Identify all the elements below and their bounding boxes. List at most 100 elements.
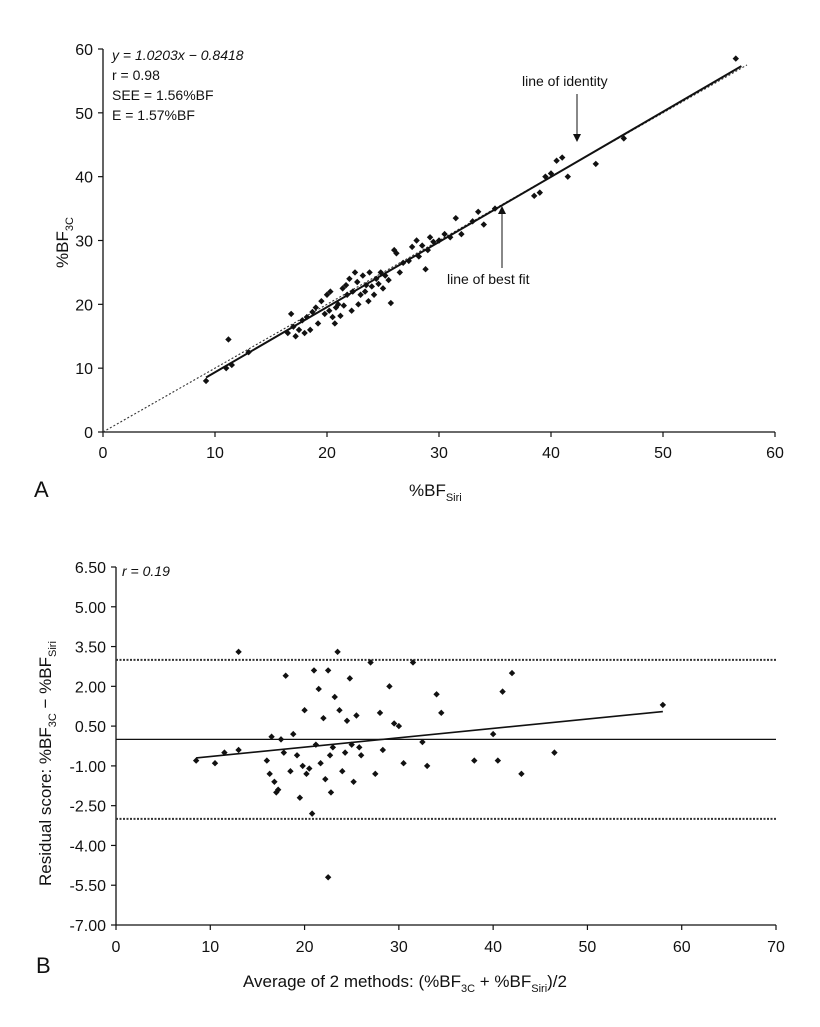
x-tick-label: 70 bbox=[767, 939, 785, 956]
data-point bbox=[422, 266, 429, 273]
data-point bbox=[306, 765, 313, 772]
data-point bbox=[326, 307, 333, 314]
data-point bbox=[235, 746, 242, 754]
e-stat: E = 1.57%BF bbox=[112, 107, 195, 123]
data-point bbox=[475, 208, 482, 215]
y-tick-label: 20 bbox=[75, 297, 93, 314]
data-point bbox=[547, 170, 555, 177]
data-point bbox=[320, 714, 327, 722]
x-tick-label: 0 bbox=[112, 939, 121, 956]
data-point bbox=[277, 736, 285, 743]
data-point bbox=[348, 307, 355, 314]
data-point bbox=[223, 364, 230, 372]
y-tick-label: 0 bbox=[84, 425, 93, 442]
data-point bbox=[551, 749, 558, 756]
data-point bbox=[353, 712, 360, 719]
y-tick-label: 60 bbox=[75, 42, 93, 59]
data-point bbox=[376, 709, 384, 717]
x-tick-label: 20 bbox=[318, 445, 336, 462]
data-point bbox=[361, 288, 369, 295]
data-point bbox=[365, 297, 372, 305]
data-point bbox=[357, 752, 365, 759]
y-axis-label: %BF3C bbox=[53, 217, 76, 268]
data-point bbox=[469, 218, 476, 225]
x-tick-label: 60 bbox=[673, 939, 691, 956]
x-tick-label: 50 bbox=[579, 939, 597, 956]
data-point bbox=[308, 810, 316, 817]
data-point bbox=[385, 276, 392, 284]
data-point bbox=[290, 323, 297, 330]
data-point bbox=[346, 675, 354, 682]
data-point bbox=[419, 738, 426, 746]
data-point bbox=[372, 770, 379, 778]
data-point bbox=[471, 757, 478, 764]
y-tick-label: -4.00 bbox=[70, 838, 107, 855]
y-tick-label: -7.00 bbox=[70, 918, 107, 935]
data-point bbox=[322, 775, 329, 783]
data-point bbox=[423, 762, 431, 770]
data-point bbox=[268, 733, 275, 740]
data-point bbox=[235, 648, 242, 656]
data-point bbox=[370, 291, 378, 298]
data-point bbox=[342, 281, 350, 289]
data-point bbox=[419, 242, 426, 249]
data-point bbox=[202, 377, 210, 385]
data-point bbox=[341, 749, 349, 756]
data-point bbox=[359, 272, 367, 279]
y-axis-label: Residual score: %BF3C − %BFSiri bbox=[36, 641, 59, 886]
data-point bbox=[340, 302, 347, 309]
data-point bbox=[329, 744, 337, 751]
x-axis-label: %BFSiri bbox=[409, 481, 462, 504]
correlation-r: r = 0.19 bbox=[122, 563, 170, 579]
identity-arrowhead bbox=[573, 134, 581, 142]
data-point bbox=[508, 669, 516, 677]
chart-panel-b: 6.50 5.00 3.50 2.00 0.50 -1.00 -2.50 -4.00 -5.50… bbox=[36, 560, 785, 995]
data-point bbox=[303, 313, 311, 321]
data-point bbox=[489, 730, 497, 738]
data-point bbox=[382, 272, 389, 279]
y-tick-label: 3.50 bbox=[75, 640, 106, 657]
data-point bbox=[315, 685, 322, 693]
residual-fit-line bbox=[196, 710, 663, 759]
data-point bbox=[301, 329, 308, 337]
data-point bbox=[351, 269, 359, 276]
data-point bbox=[312, 741, 320, 748]
data-point bbox=[350, 778, 357, 785]
data-point bbox=[310, 667, 318, 674]
data-point bbox=[405, 257, 412, 265]
data-point bbox=[263, 757, 271, 764]
data-point bbox=[211, 760, 219, 767]
data-point bbox=[356, 744, 363, 751]
data-point bbox=[386, 683, 393, 690]
data-point bbox=[379, 285, 387, 292]
y-tick-label: 0.50 bbox=[75, 719, 106, 736]
data-point bbox=[303, 770, 310, 778]
data-point bbox=[452, 214, 459, 222]
data-point bbox=[284, 329, 291, 337]
data-point bbox=[266, 770, 273, 778]
data-point bbox=[458, 230, 465, 238]
data-point bbox=[324, 874, 332, 881]
data-point bbox=[553, 157, 560, 164]
data-point bbox=[349, 288, 356, 295]
data-point bbox=[339, 285, 346, 292]
data-point bbox=[433, 691, 440, 698]
data-point bbox=[424, 246, 431, 254]
data-point bbox=[408, 243, 416, 251]
data-point bbox=[292, 333, 299, 340]
y-tick-label: 30 bbox=[75, 234, 93, 251]
data-point bbox=[321, 310, 328, 318]
x-tick-label: 30 bbox=[430, 445, 448, 462]
data-point bbox=[287, 767, 294, 775]
data-point bbox=[409, 659, 417, 666]
x-tick-label: 40 bbox=[542, 445, 560, 462]
x-tick-label: 30 bbox=[390, 939, 408, 956]
data-point bbox=[438, 709, 445, 717]
data-point bbox=[592, 160, 599, 168]
data-point bbox=[245, 349, 252, 356]
data-point bbox=[564, 173, 571, 180]
x-tick-label: 50 bbox=[654, 445, 672, 462]
y-tick-label: -5.50 bbox=[70, 878, 107, 895]
data-point bbox=[355, 301, 362, 308]
